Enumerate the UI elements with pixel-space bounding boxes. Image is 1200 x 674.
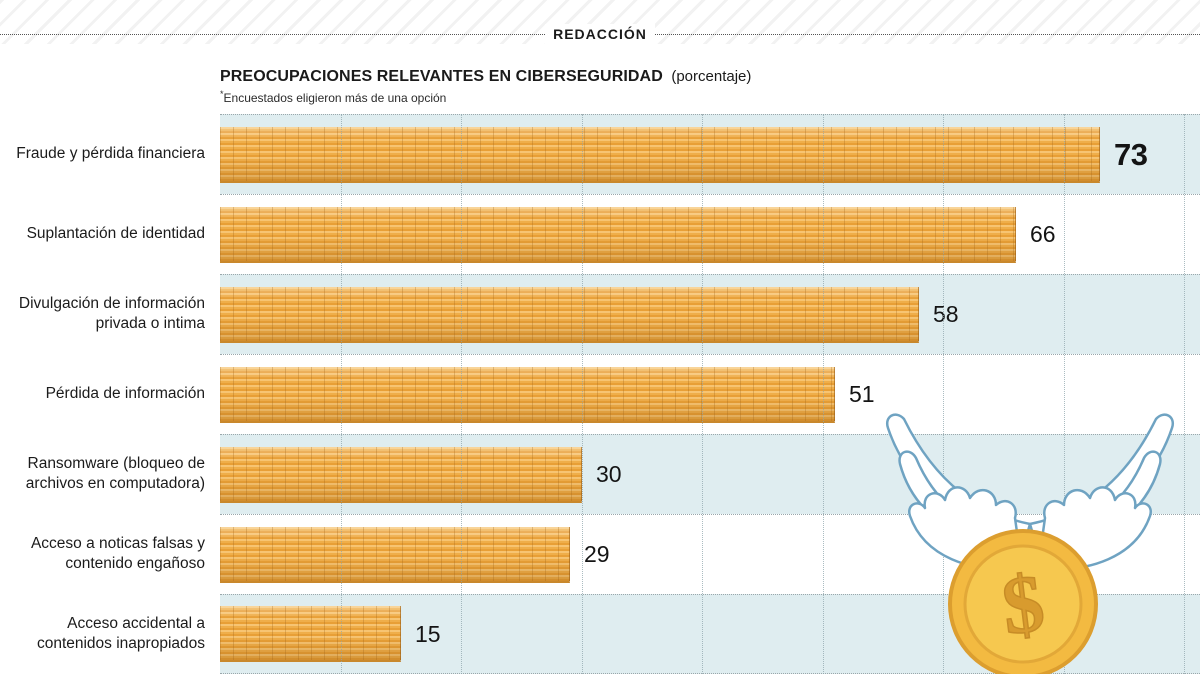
bar-row-plot: 66 <box>220 194 1200 274</box>
bar-row: Ransomware (bloqueo de archivos en compu… <box>0 434 1200 514</box>
bar-row-plot: 73 <box>220 114 1200 194</box>
bar <box>220 126 1100 183</box>
winged-coin-illustration: $ <box>885 413 1175 674</box>
bar-value-label: 58 <box>933 301 959 327</box>
bar <box>220 606 401 662</box>
bar-value-label: 29 <box>584 541 610 567</box>
bar-row: Suplantación de identidad 66 <box>0 194 1200 274</box>
bar-category-label: Acceso accidental a contenidos inapropia… <box>36 614 205 652</box>
kicker-row: REDACCIÓN <box>0 24 1200 44</box>
bar-category-label: Divulgación de información privada o int… <box>18 294 205 332</box>
bar-row-plot: 29 <box>220 514 1200 594</box>
footnote-mark: * <box>220 89 224 99</box>
bar <box>220 526 570 583</box>
chart-title-note: (porcentaje) <box>671 68 752 85</box>
footnote-text: Encuestados eligieron más de una opción <box>223 91 447 105</box>
bar <box>220 366 835 423</box>
chart-title: PREOCUPACIONES RELEVANTES EN CIBERSEGURI… <box>220 68 663 85</box>
dotted-rule-right <box>654 33 1200 35</box>
chart-footnote: *Encuestados eligieron más de una opción <box>220 89 751 105</box>
bar <box>220 286 919 343</box>
bar-row: Pérdida de información 51 <box>0 354 1200 434</box>
bar <box>220 446 582 503</box>
bar-value-label: 51 <box>849 381 875 407</box>
bar <box>220 206 1016 263</box>
bar-row-plot: 58 <box>220 274 1200 354</box>
bar-value-label: 73 <box>1114 136 1148 172</box>
bar-chart: Fraude y pérdida financiera 73 Suplantació… <box>0 114 1200 674</box>
bar-category-label: Suplantación de identidad <box>26 224 205 242</box>
bar-category-label: Fraude y pérdida financiera <box>16 144 205 162</box>
kicker-label: REDACCIÓN <box>545 24 655 44</box>
chart-title-line: PREOCUPACIONES RELEVANTES EN CIBERSEGURI… <box>220 68 751 86</box>
bar-category-label: Ransomware (bloqueo de archivos en compu… <box>25 454 205 492</box>
bar-value-label: 66 <box>1030 221 1056 247</box>
bar-value-label: 15 <box>415 620 441 647</box>
bar-row-plot: 30 <box>220 434 1200 514</box>
coin: $ <box>948 529 1098 674</box>
bar-value-label: 30 <box>596 461 622 487</box>
title-block: PREOCUPACIONES RELEVANTES EN CIBERSEGURI… <box>220 68 751 105</box>
bar-row: Fraude y pérdida financiera 73 <box>0 114 1200 194</box>
bar-row: Divulgación de información privada o int… <box>0 274 1200 354</box>
bar-category-label: Acceso a noticas falsas y contenido enga… <box>30 534 205 572</box>
dotted-rule-left <box>0 33 546 35</box>
bar-category-label: Pérdida de información <box>45 384 205 402</box>
bar-row-plot: 51 <box>220 354 1200 434</box>
bar-row: Acceso a noticas falsas y contenido enga… <box>0 514 1200 594</box>
